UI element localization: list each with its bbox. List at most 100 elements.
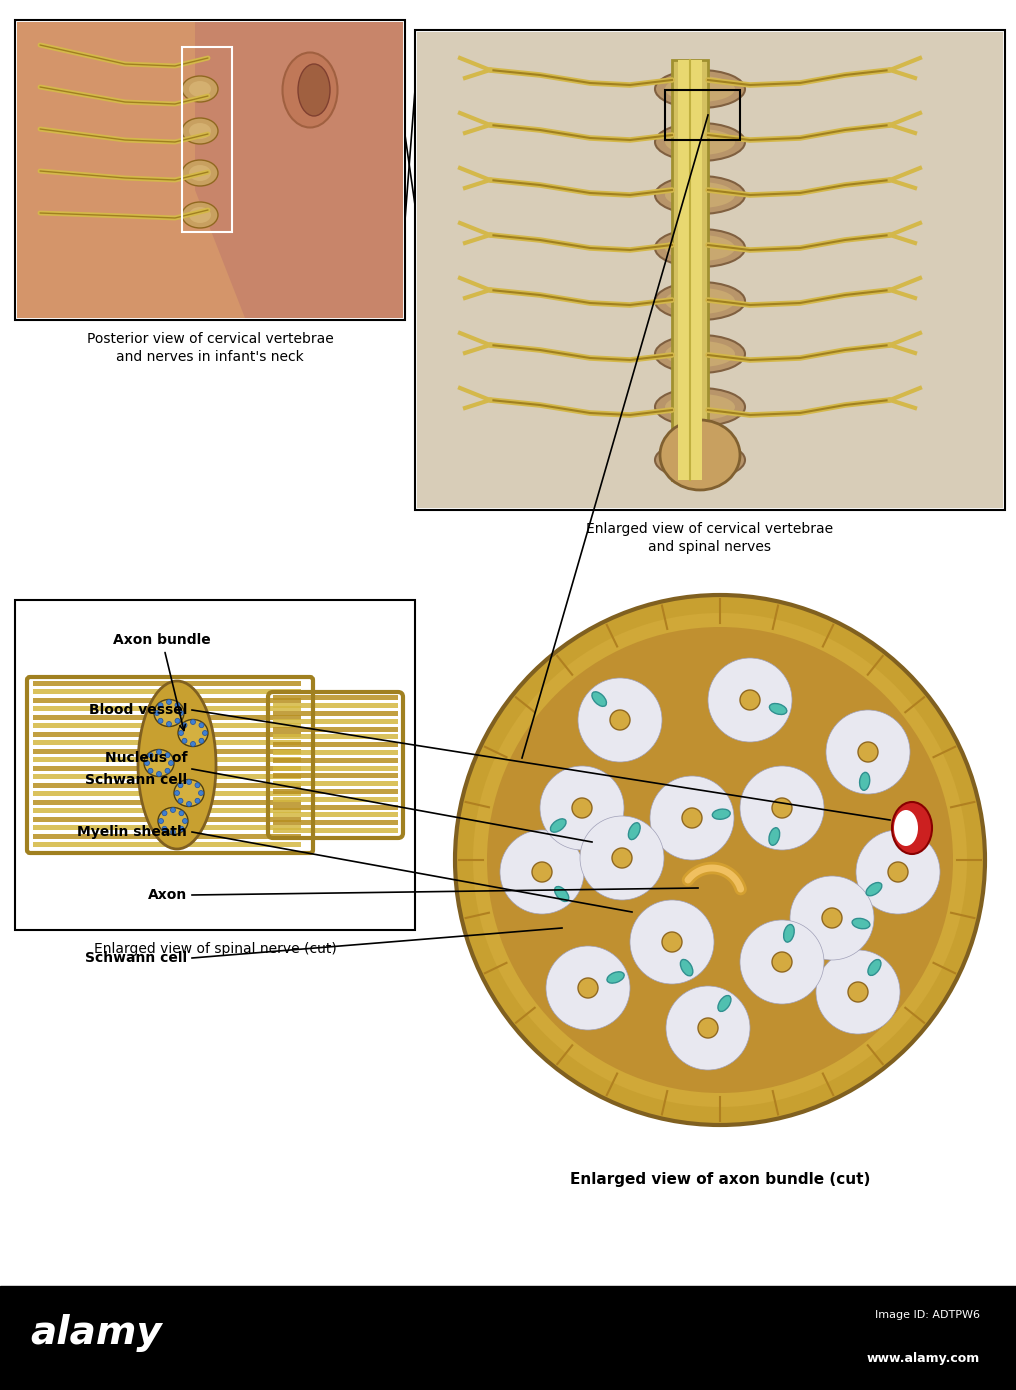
Circle shape bbox=[473, 613, 967, 1106]
Circle shape bbox=[158, 719, 163, 723]
Bar bbox=[33, 689, 301, 694]
Ellipse shape bbox=[174, 780, 204, 806]
Ellipse shape bbox=[655, 177, 745, 214]
Ellipse shape bbox=[154, 699, 184, 727]
Circle shape bbox=[612, 848, 632, 867]
Bar bbox=[33, 799, 301, 805]
Circle shape bbox=[772, 952, 792, 972]
Text: Schwann cell: Schwann cell bbox=[85, 951, 187, 965]
Circle shape bbox=[156, 749, 162, 755]
Circle shape bbox=[175, 719, 180, 723]
Circle shape bbox=[568, 794, 596, 821]
Circle shape bbox=[637, 908, 707, 977]
Circle shape bbox=[768, 948, 796, 976]
Ellipse shape bbox=[868, 959, 881, 976]
Bar bbox=[415, 31, 1005, 510]
Circle shape bbox=[701, 1022, 715, 1036]
Circle shape bbox=[804, 890, 860, 947]
Circle shape bbox=[826, 710, 910, 794]
Circle shape bbox=[606, 706, 634, 734]
Circle shape bbox=[680, 999, 736, 1056]
Circle shape bbox=[195, 798, 200, 803]
Ellipse shape bbox=[189, 207, 211, 222]
Circle shape bbox=[154, 710, 160, 716]
Circle shape bbox=[191, 741, 195, 746]
Circle shape bbox=[587, 823, 657, 892]
Ellipse shape bbox=[769, 703, 786, 714]
Circle shape bbox=[162, 810, 167, 816]
Ellipse shape bbox=[655, 122, 745, 161]
Circle shape bbox=[891, 865, 905, 878]
Circle shape bbox=[179, 731, 184, 735]
Ellipse shape bbox=[655, 229, 745, 267]
Bar bbox=[273, 805, 398, 809]
Ellipse shape bbox=[769, 827, 779, 845]
Circle shape bbox=[528, 858, 556, 885]
Bar bbox=[33, 706, 301, 712]
Circle shape bbox=[811, 897, 853, 940]
Ellipse shape bbox=[665, 129, 735, 156]
Circle shape bbox=[847, 731, 889, 773]
Circle shape bbox=[202, 731, 207, 735]
Ellipse shape bbox=[158, 808, 188, 834]
Bar bbox=[273, 812, 398, 817]
Circle shape bbox=[167, 721, 172, 727]
Circle shape bbox=[687, 1006, 729, 1049]
Ellipse shape bbox=[655, 70, 745, 108]
Bar bbox=[33, 748, 301, 753]
Ellipse shape bbox=[189, 122, 211, 139]
Ellipse shape bbox=[681, 959, 693, 976]
Text: Image ID: ADTPW6: Image ID: ADTPW6 bbox=[875, 1311, 980, 1320]
Bar bbox=[33, 723, 301, 728]
Ellipse shape bbox=[655, 388, 745, 425]
Circle shape bbox=[736, 687, 764, 714]
Circle shape bbox=[175, 791, 180, 795]
Circle shape bbox=[694, 1013, 722, 1042]
Bar bbox=[672, 60, 708, 480]
Ellipse shape bbox=[282, 53, 337, 128]
Text: Myelin sheath: Myelin sheath bbox=[77, 826, 187, 840]
Circle shape bbox=[830, 965, 886, 1020]
Text: www.alamy.com: www.alamy.com bbox=[867, 1352, 980, 1365]
Circle shape bbox=[877, 851, 919, 892]
Circle shape bbox=[572, 798, 592, 817]
Ellipse shape bbox=[189, 81, 211, 97]
Circle shape bbox=[574, 974, 602, 1002]
Circle shape bbox=[500, 830, 584, 915]
Text: Blood vessel: Blood vessel bbox=[88, 703, 187, 717]
Ellipse shape bbox=[665, 76, 735, 101]
Bar bbox=[273, 719, 398, 724]
Bar bbox=[33, 834, 301, 838]
Ellipse shape bbox=[298, 64, 330, 115]
Circle shape bbox=[182, 723, 187, 728]
Bar bbox=[273, 727, 398, 731]
Circle shape bbox=[822, 908, 842, 929]
Circle shape bbox=[521, 851, 563, 892]
Bar bbox=[273, 703, 398, 708]
Text: Nucleus of: Nucleus of bbox=[105, 751, 187, 764]
Bar bbox=[273, 773, 398, 778]
Circle shape bbox=[171, 830, 176, 834]
Bar bbox=[273, 828, 398, 833]
Polygon shape bbox=[17, 190, 245, 318]
Circle shape bbox=[613, 713, 627, 727]
Circle shape bbox=[535, 865, 549, 878]
Circle shape bbox=[861, 745, 875, 759]
Text: Axon bundle: Axon bundle bbox=[113, 632, 211, 731]
Ellipse shape bbox=[655, 441, 745, 480]
Bar bbox=[273, 758, 398, 763]
Bar bbox=[273, 712, 398, 716]
Bar bbox=[678, 60, 702, 480]
Circle shape bbox=[747, 773, 817, 842]
Ellipse shape bbox=[138, 681, 216, 849]
Circle shape bbox=[740, 689, 760, 710]
Circle shape bbox=[195, 783, 200, 788]
Bar bbox=[273, 796, 398, 802]
Ellipse shape bbox=[144, 749, 174, 777]
Bar bbox=[273, 742, 398, 748]
Circle shape bbox=[507, 837, 577, 908]
Bar bbox=[33, 842, 301, 847]
Ellipse shape bbox=[783, 924, 795, 942]
Ellipse shape bbox=[182, 160, 218, 186]
Circle shape bbox=[754, 934, 810, 990]
